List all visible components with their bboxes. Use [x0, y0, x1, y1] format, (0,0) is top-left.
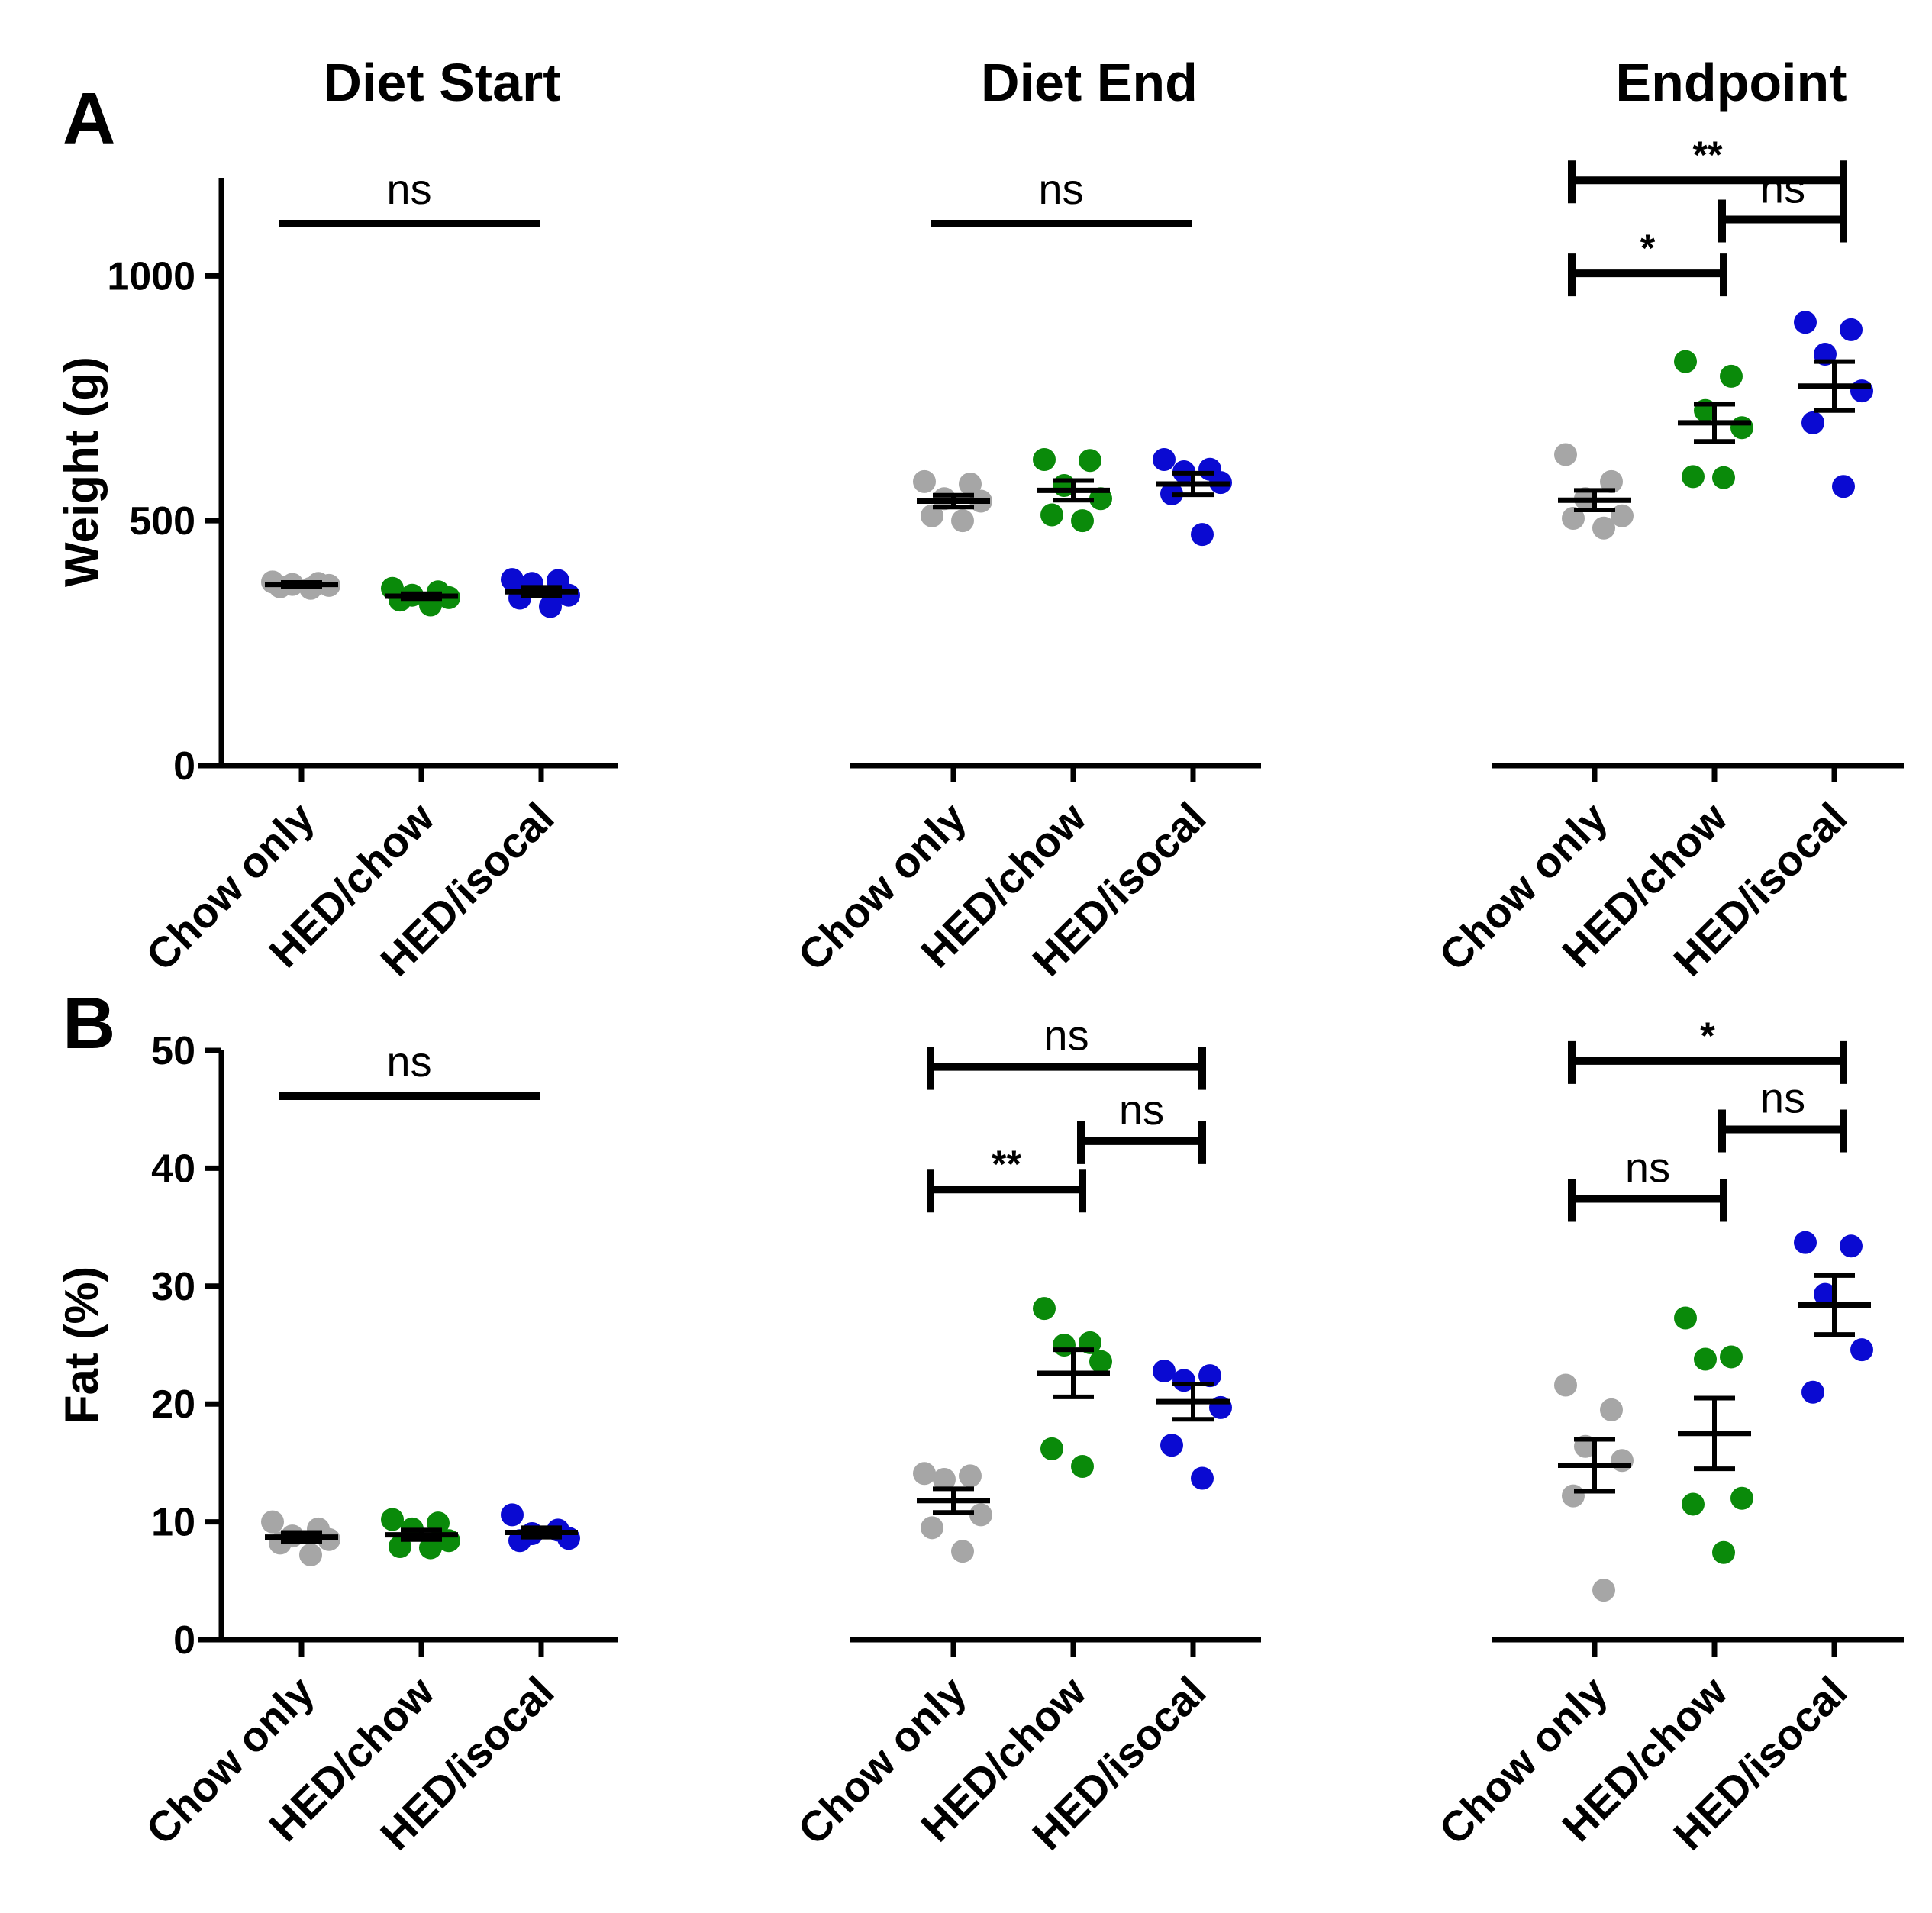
significance-label: *	[1700, 1015, 1715, 1057]
data-point	[1562, 1484, 1585, 1508]
data-point	[1554, 443, 1577, 466]
data-point	[1071, 1455, 1094, 1479]
y-tick-label: 500	[129, 499, 195, 544]
data-point	[1850, 379, 1873, 403]
chart-title: Diet End	[981, 53, 1198, 112]
significance-label: ns	[386, 165, 431, 213]
data-point	[1611, 1449, 1634, 1473]
chart-title: Diet Start	[323, 53, 560, 112]
data-point	[1840, 1234, 1863, 1258]
significance-label: **	[992, 1143, 1021, 1186]
data-point	[1794, 1231, 1817, 1254]
significance-label: ns	[1760, 164, 1805, 212]
data-point	[1040, 1437, 1063, 1460]
data-point	[539, 595, 562, 618]
data-point	[1153, 1359, 1176, 1382]
data-point	[959, 1464, 982, 1488]
y-axis-label: Fat (%)	[56, 1266, 108, 1424]
data-point	[1198, 1364, 1221, 1388]
panel-label-b: B	[63, 982, 115, 1064]
y-tick-label: 50	[151, 1029, 195, 1073]
y-tick-label: 0	[173, 1618, 195, 1663]
data-point	[1191, 523, 1214, 547]
data-point	[1040, 503, 1063, 527]
y-axis-label: Weight (g)	[56, 356, 108, 587]
data-point	[1712, 1540, 1735, 1564]
data-point	[1801, 411, 1824, 434]
significance-label: **	[1693, 134, 1723, 176]
significance-label: ns	[386, 1037, 431, 1086]
data-point	[381, 1508, 404, 1531]
data-point	[1794, 311, 1817, 334]
significance-label: ns	[1760, 1073, 1805, 1121]
data-point	[921, 504, 943, 527]
data-point	[1814, 1282, 1837, 1306]
data-point	[921, 1516, 943, 1540]
significance-label: ns	[1119, 1086, 1164, 1134]
data-point	[419, 1536, 442, 1560]
data-point	[1600, 1398, 1623, 1421]
data-point	[1554, 1373, 1577, 1397]
data-point	[913, 1462, 936, 1486]
significance-label: ns	[1625, 1144, 1670, 1192]
data-point	[1850, 1338, 1873, 1362]
y-tick-label: 40	[151, 1147, 195, 1191]
data-point	[1071, 509, 1094, 533]
data-point	[299, 1543, 322, 1566]
data-point	[1033, 1297, 1056, 1321]
data-point	[1730, 1486, 1753, 1510]
data-point	[1033, 447, 1056, 471]
data-point	[1682, 465, 1705, 489]
data-point	[1611, 504, 1634, 527]
data-point	[1801, 1380, 1824, 1404]
data-point	[1840, 318, 1863, 341]
data-point	[1089, 1350, 1112, 1373]
y-tick-label: 20	[151, 1382, 195, 1427]
data-point	[913, 469, 936, 493]
data-point	[1160, 1434, 1183, 1457]
data-point	[1153, 447, 1176, 471]
data-point	[1694, 1347, 1717, 1371]
data-point	[951, 1540, 974, 1563]
data-point	[1730, 416, 1753, 440]
y-tick-label: 0	[173, 744, 195, 789]
data-point	[501, 568, 524, 592]
y-tick-label: 1000	[107, 254, 195, 298]
data-point	[261, 1510, 284, 1534]
data-point	[1712, 466, 1735, 489]
data-point	[1674, 1306, 1697, 1330]
data-point	[1600, 469, 1623, 493]
significance-label: *	[1640, 227, 1656, 269]
data-point	[959, 473, 982, 496]
data-point	[1674, 350, 1697, 373]
chart-title: Endpoint	[1615, 53, 1847, 112]
data-point	[1160, 482, 1183, 505]
y-tick-label: 10	[151, 1501, 195, 1545]
data-point	[951, 509, 974, 533]
data-point	[1079, 449, 1101, 473]
data-point	[1191, 1466, 1214, 1490]
data-point	[1720, 1345, 1743, 1369]
data-point	[1592, 1579, 1615, 1602]
significance-label: ns	[1038, 165, 1083, 213]
data-point	[1832, 475, 1855, 498]
data-point	[1592, 516, 1615, 540]
y-tick-label: 30	[151, 1265, 195, 1309]
data-point	[1562, 506, 1585, 530]
panel-label-a: A	[63, 78, 115, 160]
data-point	[1720, 364, 1743, 388]
significance-label: ns	[1043, 1011, 1089, 1060]
data-point	[969, 1503, 992, 1527]
data-point	[1682, 1492, 1705, 1516]
data-point	[933, 1468, 956, 1492]
data-point	[501, 1503, 524, 1527]
